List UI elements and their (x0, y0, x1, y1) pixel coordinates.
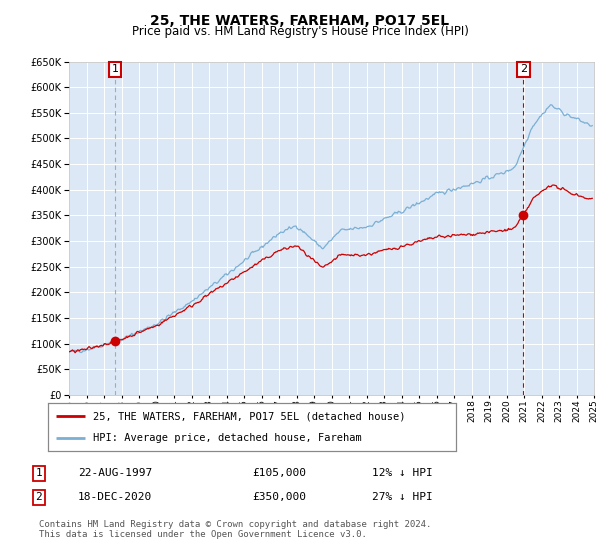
Text: 12% ↓ HPI: 12% ↓ HPI (372, 468, 433, 478)
Text: £350,000: £350,000 (252, 492, 306, 502)
Text: £105,000: £105,000 (252, 468, 306, 478)
Text: Price paid vs. HM Land Registry's House Price Index (HPI): Price paid vs. HM Land Registry's House … (131, 25, 469, 38)
Text: 25, THE WATERS, FAREHAM, PO17 5EL (detached house): 25, THE WATERS, FAREHAM, PO17 5EL (detac… (93, 411, 406, 421)
Text: 22-AUG-1997: 22-AUG-1997 (78, 468, 152, 478)
Text: 1: 1 (112, 64, 119, 74)
Text: 2: 2 (520, 64, 527, 74)
Text: 2: 2 (35, 492, 43, 502)
Text: HPI: Average price, detached house, Fareham: HPI: Average price, detached house, Fare… (93, 433, 362, 443)
Text: Contains HM Land Registry data © Crown copyright and database right 2024.
This d: Contains HM Land Registry data © Crown c… (39, 520, 431, 539)
Text: 25, THE WATERS, FAREHAM, PO17 5EL: 25, THE WATERS, FAREHAM, PO17 5EL (151, 14, 449, 28)
Text: 1: 1 (35, 468, 43, 478)
Text: 18-DEC-2020: 18-DEC-2020 (78, 492, 152, 502)
Text: 27% ↓ HPI: 27% ↓ HPI (372, 492, 433, 502)
